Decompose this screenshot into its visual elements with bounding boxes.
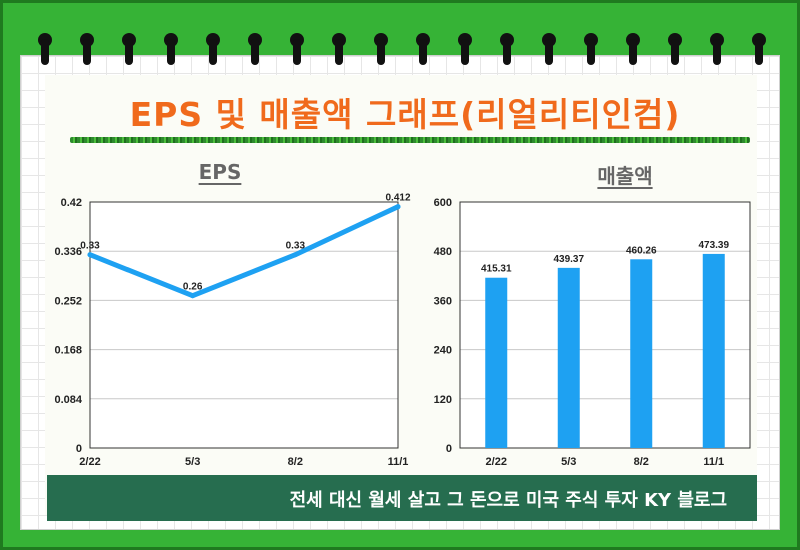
revenue-bar-chart: 0 120 240 360 480 600 415.31 2/22 439.37 5/3 460.2… [434, 197, 751, 468]
eps-point [87, 252, 93, 258]
eps-value-label: 0.33 [80, 241, 100, 252]
footer-banner: 전세 대신 월세 살고 그 돈으로 미국 주식 투자 KY 블로그 [47, 475, 757, 521]
y-tick-label: 0 [446, 443, 452, 455]
revenue-value-label: 439.37 [553, 254, 584, 265]
binding-ring [374, 33, 388, 67]
revenue-bar [630, 259, 653, 448]
revenue-value-label: 473.39 [698, 240, 729, 251]
x-tick-label: 11/1 [703, 456, 724, 468]
eps-point [395, 204, 401, 210]
binding-ring [122, 33, 136, 67]
plot-border [89, 201, 399, 449]
eps-chart-title: EPS [198, 160, 242, 184]
binding-ring [668, 33, 682, 67]
binding-ring [332, 33, 346, 67]
y-tick-label: 0.336 [54, 246, 82, 258]
eps-value-label: 0.412 [385, 193, 410, 204]
revenue-chart-title: 매출액 [597, 164, 653, 188]
binding-ring [206, 33, 220, 67]
binding-ring [416, 33, 430, 67]
y-tick-label: 600 [434, 197, 452, 209]
binding-ring [710, 33, 724, 67]
eps-line-chart: 0 0.084 0.168 0.252 0.336 0.42 0.33 2/22 0.26 5/3… [54, 193, 410, 468]
binding-ring [164, 33, 178, 67]
x-tick-label: 5/3 [185, 456, 200, 468]
y-tick-label: 480 [434, 246, 452, 258]
y-tick-label: 360 [434, 295, 452, 307]
revenue-bar [702, 253, 725, 448]
page-title: EPS 및 매출액 그래프(리얼리티인컴) [129, 95, 681, 134]
x-tick-label: 8/2 [288, 456, 303, 468]
plot-area [90, 202, 398, 448]
y-tick-label: 120 [434, 394, 452, 406]
binding-ring [80, 33, 94, 67]
eps-value-label: 0.26 [183, 282, 203, 293]
plot-area [460, 202, 750, 448]
x-tick-label: 2/22 [486, 456, 507, 468]
plot-border [459, 201, 751, 449]
revenue-value-label: 415.31 [481, 264, 512, 275]
revenue-value-label: 460.26 [626, 245, 657, 256]
y-tick-label: 240 [434, 345, 452, 357]
footer-text: 전세 대신 월세 살고 그 돈으로 미국 주식 투자 KY 블로그 [289, 490, 727, 511]
binding-ring [458, 33, 472, 67]
eps-series-line [87, 204, 401, 299]
eps-value-label: 0.33 [286, 241, 306, 252]
revenue-bar [485, 277, 508, 448]
y-tick-label: 0.42 [61, 197, 82, 209]
binding-ring [626, 33, 640, 67]
x-tick-label: 11/1 [388, 456, 409, 468]
binding-ring [248, 33, 262, 67]
x-tick-label: 2/22 [79, 456, 100, 468]
y-tick-label: 0.084 [54, 394, 82, 406]
revenue-bar [557, 267, 580, 448]
y-tick-label: 0.168 [54, 345, 82, 357]
binding-ring [38, 33, 52, 67]
binding-ring [752, 33, 766, 67]
y-tick-label: 0.252 [54, 295, 82, 307]
y-tick-label: 0 [76, 443, 82, 455]
x-tick-label: 8/2 [634, 456, 649, 468]
eps-point [292, 252, 298, 258]
x-tick-label: 5/3 [561, 456, 576, 468]
binding-ring [542, 33, 556, 67]
binding-ring [290, 33, 304, 67]
grass-divider [70, 137, 750, 143]
binding-ring [584, 33, 598, 67]
eps-point [190, 293, 196, 299]
binding-ring [500, 33, 514, 67]
